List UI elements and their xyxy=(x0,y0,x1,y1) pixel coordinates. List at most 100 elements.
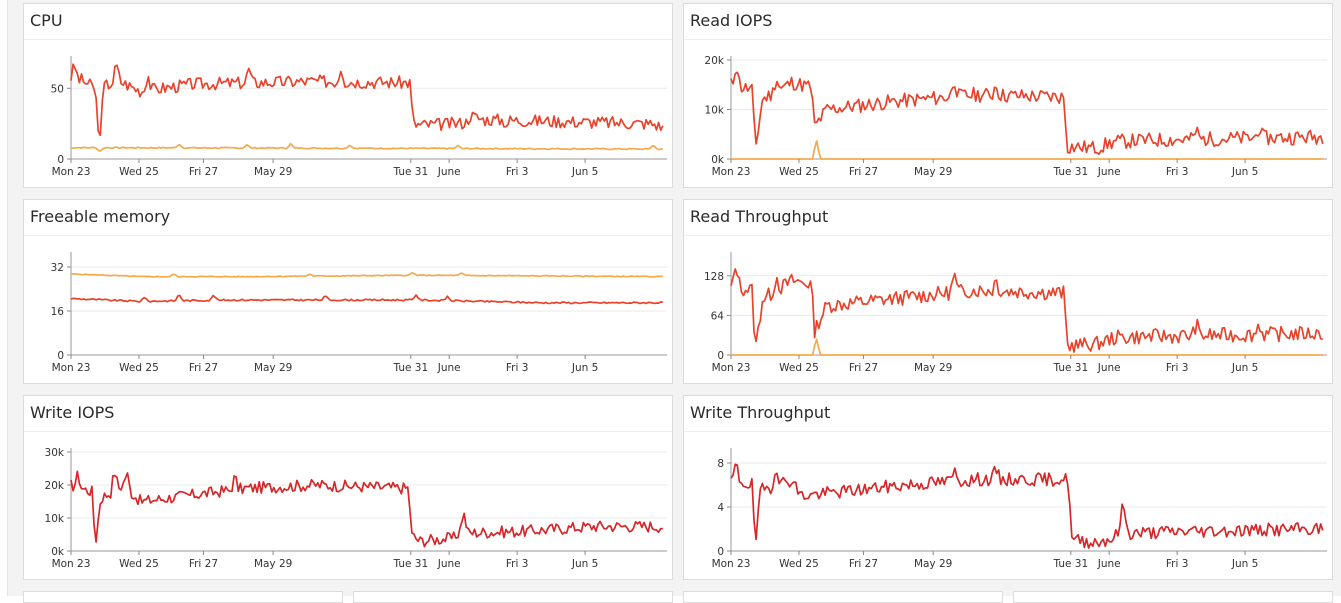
x-tick-label: Fri 27 xyxy=(189,558,218,570)
x-tick-label: Fri 3 xyxy=(506,166,529,178)
x-tick-label: Fri 27 xyxy=(849,558,878,570)
x-tick-label: June xyxy=(437,362,461,374)
widget-separator xyxy=(24,39,672,40)
x-tick-label: Mon 23 xyxy=(712,558,751,570)
x-tick-label: Wed 25 xyxy=(779,558,819,570)
x-tick-label: Fri 27 xyxy=(849,166,878,178)
x-tick-label: Jun 5 xyxy=(1231,362,1258,374)
y-tick-label: 0k xyxy=(711,154,725,166)
y-tick-label: 0 xyxy=(57,154,64,166)
x-tick-label: Wed 25 xyxy=(779,362,819,374)
widget-separator xyxy=(684,39,1332,40)
next-widget-stub[interactable] xyxy=(23,591,343,603)
y-tick-label: 0 xyxy=(717,546,724,558)
y-tick-label: 20k xyxy=(45,480,65,492)
y-tick-label: 16 xyxy=(51,306,65,318)
x-tick-label: June xyxy=(1097,166,1121,178)
freeable-memory-widget-title: Freeable memory xyxy=(30,207,171,226)
x-tick-label: May 29 xyxy=(254,558,292,570)
read-throughput-widget[interactable]: Read Throughput 0 64 128 Mon 23 Wed 25 Fri 27… xyxy=(683,199,1333,384)
y-tick-label: 0 xyxy=(717,350,724,362)
read-throughput-widget-title: Read Throughput xyxy=(690,207,829,226)
x-tick-label: May 29 xyxy=(914,166,952,178)
y-tick-label: 30k xyxy=(45,447,65,459)
y-tick-label: 128 xyxy=(704,271,724,283)
read-iops-other-line xyxy=(731,140,1323,160)
x-tick-label: May 29 xyxy=(914,362,952,374)
x-tick-label: Mon 23 xyxy=(52,558,91,570)
x-tick-label: Jun 5 xyxy=(1231,558,1258,570)
read-iops-chart[interactable]: 0k 10k 20k Mon 23 Wed 25 Fri 27 May 29 Tue 31 Ju… xyxy=(684,40,1334,188)
x-tick-label: Wed 25 xyxy=(119,166,159,178)
y-tick-label: 0 xyxy=(57,350,64,362)
x-tick-label: Mon 23 xyxy=(712,166,751,178)
next-widget-stub[interactable] xyxy=(683,591,1003,603)
y-tick-label: 20k xyxy=(705,55,725,67)
x-tick-label: Fri 3 xyxy=(506,362,529,374)
memory-avg-line xyxy=(70,294,663,305)
y-tick-label: 4 xyxy=(717,502,724,514)
read-throughput-other-line xyxy=(731,338,1323,356)
write-iops-widget-title: Write IOPS xyxy=(30,403,115,422)
write-iops-total-line xyxy=(70,470,663,548)
write-throughput-chart[interactable]: 0 4 8 Mon 23 Wed 25 Fri 27 May 29 Tue 31 June Fri… xyxy=(684,432,1334,580)
x-tick-label: June xyxy=(437,558,461,570)
next-widget-stub[interactable] xyxy=(353,591,673,603)
x-tick-label: June xyxy=(437,166,461,178)
y-tick-label: 50 xyxy=(51,83,64,95)
write-throughput-widget[interactable]: Write Throughput 0 4 8 Mon 23 Wed 25 Fri 27 Ma… xyxy=(683,395,1333,580)
x-tick-label: Fri 27 xyxy=(849,362,878,374)
widget-separator xyxy=(24,431,672,432)
read-iops-total-line xyxy=(730,71,1324,155)
x-tick-label: Tue 31 xyxy=(393,362,429,374)
widget-separator xyxy=(684,431,1332,432)
y-tick-label: 32 xyxy=(51,262,64,274)
write-iops-widget[interactable]: Write IOPS 0k 10k 20k 30k Mon 23 Wed 25 Fri 27… xyxy=(23,395,673,580)
x-tick-label: Fri 3 xyxy=(1166,558,1189,570)
x-tick-label: Mon 23 xyxy=(712,362,751,374)
cpu-chart[interactable]: 0 50 Mon 23 Wed 25 Fri 27 May 29 Tue 31 June Fri… xyxy=(24,40,674,188)
x-tick-label: Tue 31 xyxy=(393,166,429,178)
freeable-memory-chart[interactable]: 0 16 32 Mon 23 Wed 25 Fri 27 May 29 Tue 31 June F… xyxy=(24,236,674,384)
x-tick-label: May 29 xyxy=(254,166,292,178)
y-tick-label: 10k xyxy=(45,513,65,525)
x-tick-label: Wed 25 xyxy=(119,362,159,374)
x-tick-label: Jun 5 xyxy=(571,558,598,570)
freeable-memory-widget[interactable]: Freeable memory 0 16 32 Mon 23 Wed 25 Fri 27 M… xyxy=(23,199,673,384)
read-iops-widget[interactable]: Read IOPS 0k 10k 20k Mon 23 Wed 25 Fri 27 May … xyxy=(683,3,1333,188)
cpu-max-line xyxy=(70,63,664,137)
read-iops-widget-title: Read IOPS xyxy=(690,11,773,30)
y-tick-label: 0k xyxy=(51,546,65,558)
x-tick-label: Jun 5 xyxy=(571,166,598,178)
x-tick-label: Fri 3 xyxy=(506,558,529,570)
x-tick-label: Tue 31 xyxy=(1053,362,1089,374)
read-throughput-chart[interactable]: 0 64 128 Mon 23 Wed 25 Fri 27 May 29 Tue 31 June… xyxy=(684,236,1334,384)
write-iops-chart[interactable]: 0k 10k 20k 30k Mon 23 Wed 25 Fri 27 May 29 Tue 3… xyxy=(24,432,674,580)
widget-separator xyxy=(24,235,672,236)
x-tick-label: June xyxy=(1097,362,1121,374)
x-tick-label: May 29 xyxy=(254,362,292,374)
read-throughput-total-line xyxy=(730,268,1323,353)
x-tick-label: May 29 xyxy=(914,558,952,570)
dashboard-grid: CPU 0 50 Mon 23 Wed 25 Fri 27 May 29 Tue 31 Jun… xyxy=(7,0,1341,603)
write-throughput-widget-title: Write Throughput xyxy=(690,403,831,422)
x-tick-label: Fri 3 xyxy=(1166,362,1189,374)
cpu-widget-title: CPU xyxy=(30,11,63,30)
y-tick-label: 64 xyxy=(711,310,725,322)
y-tick-label: 10k xyxy=(705,105,725,117)
memory-max-line xyxy=(70,272,663,278)
widget-separator xyxy=(684,235,1332,236)
x-tick-label: Fri 27 xyxy=(189,166,218,178)
cpu-widget[interactable]: CPU 0 50 Mon 23 Wed 25 Fri 27 May 29 Tue 31 Jun… xyxy=(23,3,673,188)
next-widget-stub[interactable] xyxy=(1013,591,1333,603)
write-throughput-total-line xyxy=(730,463,1324,549)
x-tick-label: Wed 25 xyxy=(119,558,159,570)
x-tick-label: Tue 31 xyxy=(1053,166,1089,178)
x-tick-label: Fri 27 xyxy=(189,362,218,374)
x-tick-label: June xyxy=(1097,558,1121,570)
x-tick-label: Mon 23 xyxy=(52,362,91,374)
x-tick-label: Fri 3 xyxy=(1166,166,1189,178)
x-tick-label: Tue 31 xyxy=(393,558,429,570)
x-tick-label: Tue 31 xyxy=(1053,558,1089,570)
x-tick-label: Jun 5 xyxy=(1231,166,1258,178)
